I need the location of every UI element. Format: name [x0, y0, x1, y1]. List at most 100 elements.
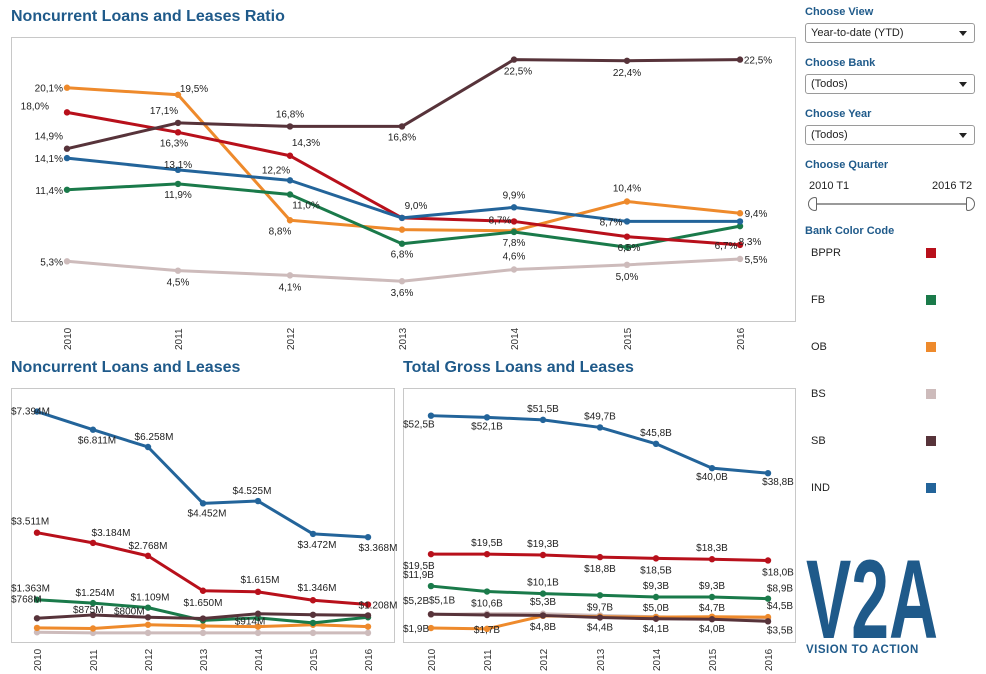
gross-data-point-fb[interactable]: [483, 588, 491, 595]
ratio-data-point-sb[interactable]: [286, 123, 294, 130]
gross-data-point-fb[interactable]: [596, 592, 604, 599]
noncurrent-data-point-ind[interactable]: [364, 533, 372, 541]
noncurrent-data-point-bs[interactable]: [199, 629, 207, 637]
ratio-data-point-bs[interactable]: [623, 261, 631, 269]
noncurrent-data-point-bppr[interactable]: [199, 587, 207, 594]
noncurrent-data-point-ind[interactable]: [33, 408, 41, 415]
ratio-data-point-bppr[interactable]: [286, 152, 294, 159]
gross-data-point-fb[interactable]: [708, 593, 716, 601]
noncurrent-data-point-bppr[interactable]: [144, 552, 152, 560]
gross-data-point-bppr[interactable]: [539, 551, 547, 559]
gross-data-point-bppr[interactable]: [764, 557, 772, 564]
noncurrent-data-point-sb[interactable]: [309, 611, 317, 618]
noncurrent-data-point-ind[interactable]: [199, 500, 207, 507]
ratio-data-point-ob[interactable]: [174, 91, 182, 98]
gross-data-point-sb[interactable]: [596, 614, 604, 621]
gross-data-point-sb[interactable]: [539, 612, 547, 619]
quarter-slider-handle-min[interactable]: [808, 197, 817, 211]
noncurrent-data-point-ob[interactable]: [144, 621, 152, 628]
gross-data-point-bppr[interactable]: [708, 556, 716, 563]
ratio-data-point-bppr[interactable]: [63, 109, 71, 116]
ratio-data-point-ob[interactable]: [398, 226, 406, 233]
noncurrent-data-point-ind[interactable]: [89, 426, 97, 433]
legend-swatch-bppr[interactable]: [926, 248, 936, 258]
ratio-data-point-sb[interactable]: [510, 56, 518, 63]
noncurrent-data-point-sb[interactable]: [89, 611, 97, 619]
noncurrent-data-point-ind[interactable]: [309, 530, 317, 538]
gross-data-point-ind[interactable]: [596, 424, 604, 431]
noncurrent-data-point-ind[interactable]: [254, 497, 262, 505]
ratio-data-point-fb[interactable]: [63, 186, 71, 193]
ratio-data-point-ind[interactable]: [398, 214, 406, 222]
noncurrent-data-point-ob[interactable]: [199, 622, 207, 630]
gross-data-point-ind[interactable]: [483, 414, 491, 421]
gross-data-point-sb[interactable]: [483, 611, 491, 619]
ratio-data-point-sb[interactable]: [736, 56, 744, 63]
legend-swatch-ob[interactable]: [926, 342, 936, 352]
noncurrent-data-point-fb[interactable]: [89, 599, 97, 607]
ratio-data-point-ind[interactable]: [510, 204, 518, 211]
noncurrent-data-point-ind[interactable]: [144, 443, 152, 451]
noncurrent-data-point-bppr[interactable]: [364, 601, 372, 608]
gross-data-point-sb[interactable]: [708, 616, 716, 623]
gross-data-point-sb[interactable]: [652, 615, 660, 622]
ratio-data-point-fb[interactable]: [623, 244, 631, 251]
year-dropdown[interactable]: (Todos): [805, 125, 975, 145]
noncurrent-data-point-bppr[interactable]: [89, 539, 97, 547]
ratio-data-point-ind[interactable]: [736, 218, 744, 225]
ratio-data-point-sb[interactable]: [398, 123, 406, 130]
noncurrent-data-point-sb[interactable]: [33, 615, 41, 622]
ratio-data-point-ind[interactable]: [286, 177, 294, 184]
noncurrent-data-point-fb[interactable]: [144, 604, 152, 611]
ratio-data-point-bppr[interactable]: [623, 233, 631, 240]
gross-data-point-bppr[interactable]: [652, 555, 660, 562]
ratio-data-point-bs[interactable]: [63, 258, 71, 265]
gross-data-point-ind[interactable]: [427, 412, 435, 419]
gross-data-point-ob[interactable]: [427, 624, 435, 632]
ratio-data-point-fb[interactable]: [174, 180, 182, 188]
noncurrent-data-point-sb[interactable]: [199, 615, 207, 622]
ratio-data-point-sb[interactable]: [63, 145, 71, 152]
gross-data-point-fb[interactable]: [539, 590, 547, 597]
ratio-data-point-ind[interactable]: [174, 166, 182, 174]
ratio-data-point-bppr[interactable]: [736, 241, 744, 249]
ratio-data-point-bs[interactable]: [398, 278, 406, 285]
gross-data-point-ind[interactable]: [764, 469, 772, 477]
ratio-data-point-ob[interactable]: [63, 84, 71, 91]
ratio-data-point-sb[interactable]: [174, 119, 182, 127]
gross-data-point-bppr[interactable]: [483, 550, 491, 558]
gross-data-point-sb[interactable]: [764, 618, 772, 625]
noncurrent-data-point-sb[interactable]: [254, 610, 262, 617]
gross-data-point-fb[interactable]: [427, 582, 435, 590]
gross-data-point-fb[interactable]: [652, 593, 660, 601]
ratio-data-point-bppr[interactable]: [174, 129, 182, 136]
legend-swatch-sb[interactable]: [926, 436, 936, 446]
legend-swatch-fb[interactable]: [926, 295, 936, 305]
noncurrent-data-point-ob[interactable]: [89, 625, 97, 632]
ratio-data-point-fb[interactable]: [398, 240, 406, 247]
quarter-slider-handle-max[interactable]: [966, 197, 975, 211]
ratio-data-point-bppr[interactable]: [510, 218, 518, 225]
view-dropdown[interactable]: Year-to-date (YTD): [805, 23, 975, 43]
gross-data-point-bppr[interactable]: [596, 553, 604, 561]
noncurrent-data-point-bppr[interactable]: [309, 597, 317, 604]
noncurrent-data-point-bs[interactable]: [309, 629, 317, 637]
gross-data-point-bppr[interactable]: [427, 550, 435, 558]
ratio-data-point-ob[interactable]: [286, 217, 294, 224]
noncurrent-data-point-bs[interactable]: [144, 629, 152, 637]
ratio-data-point-ind[interactable]: [623, 218, 631, 225]
gross-data-point-fb[interactable]: [764, 595, 772, 602]
noncurrent-data-point-ob[interactable]: [364, 623, 372, 630]
noncurrent-data-point-fb[interactable]: [309, 619, 317, 627]
noncurrent-data-point-sb[interactable]: [364, 612, 372, 619]
noncurrent-data-point-sb[interactable]: [144, 614, 152, 621]
ratio-data-point-ob[interactable]: [736, 210, 744, 217]
ratio-data-point-bs[interactable]: [174, 267, 182, 274]
noncurrent-data-point-ob[interactable]: [254, 623, 262, 630]
noncurrent-data-point-fb[interactable]: [33, 596, 41, 603]
ratio-data-point-ob[interactable]: [623, 198, 631, 205]
quarter-slider-track[interactable]: [812, 203, 970, 205]
noncurrent-data-point-bs[interactable]: [364, 629, 372, 637]
gross-data-point-ind[interactable]: [539, 416, 547, 424]
gross-data-point-ind[interactable]: [708, 464, 716, 472]
